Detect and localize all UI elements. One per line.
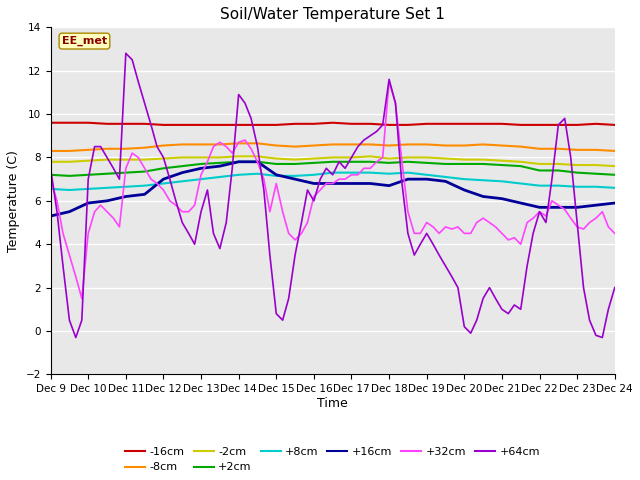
Title: Soil/Water Temperature Set 1: Soil/Water Temperature Set 1 <box>220 7 445 22</box>
Y-axis label: Temperature (C): Temperature (C) <box>7 150 20 252</box>
X-axis label: Time: Time <box>317 397 348 410</box>
Text: EE_met: EE_met <box>62 36 107 46</box>
Legend: -16cm, -8cm, -2cm, +2cm, +8cm, +16cm, +32cm, +64cm: -16cm, -8cm, -2cm, +2cm, +8cm, +16cm, +3… <box>121 443 545 477</box>
